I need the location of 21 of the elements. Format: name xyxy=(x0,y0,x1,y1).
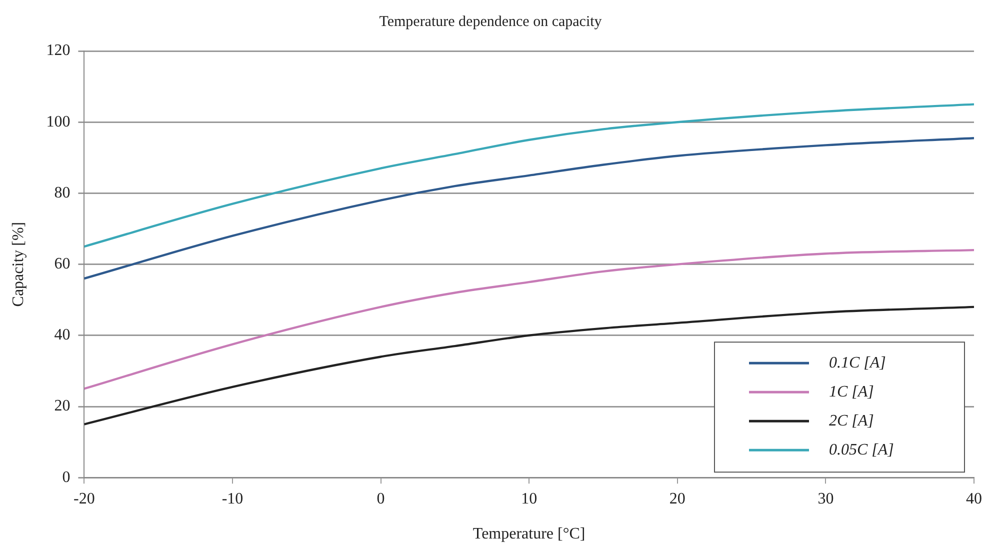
chart-title: Temperature dependence on capacity xyxy=(379,14,602,30)
legend-label: 1C [A] xyxy=(829,383,874,400)
y-tick-label: 120 xyxy=(46,42,70,60)
x-tick-label: 20 xyxy=(669,490,686,508)
x-tick-label: -20 xyxy=(74,490,95,508)
y-tick-label: 40 xyxy=(54,326,70,344)
x-axis-title: Temperature [°C] xyxy=(472,526,586,543)
legend-label: 2C [A] xyxy=(829,412,874,430)
x-tick-label: 30 xyxy=(818,490,834,508)
y-tick-label: 80 xyxy=(54,184,70,202)
x-tick-label: -10 xyxy=(222,490,244,508)
y-axis-title: Capacity [%] xyxy=(10,222,27,307)
legend-label: 0.1C [A] xyxy=(829,354,886,372)
y-tick-label: 0 xyxy=(62,468,70,486)
legend-label: 0.05C [A] xyxy=(829,441,894,458)
y-tick-label: 20 xyxy=(54,398,70,415)
x-tick-label: 0 xyxy=(376,490,385,508)
y-tick-label: 100 xyxy=(46,113,70,130)
x-tick-label: 10 xyxy=(521,490,538,508)
x-tick-label: 40 xyxy=(966,490,982,508)
y-tick-label: 60 xyxy=(54,256,70,273)
